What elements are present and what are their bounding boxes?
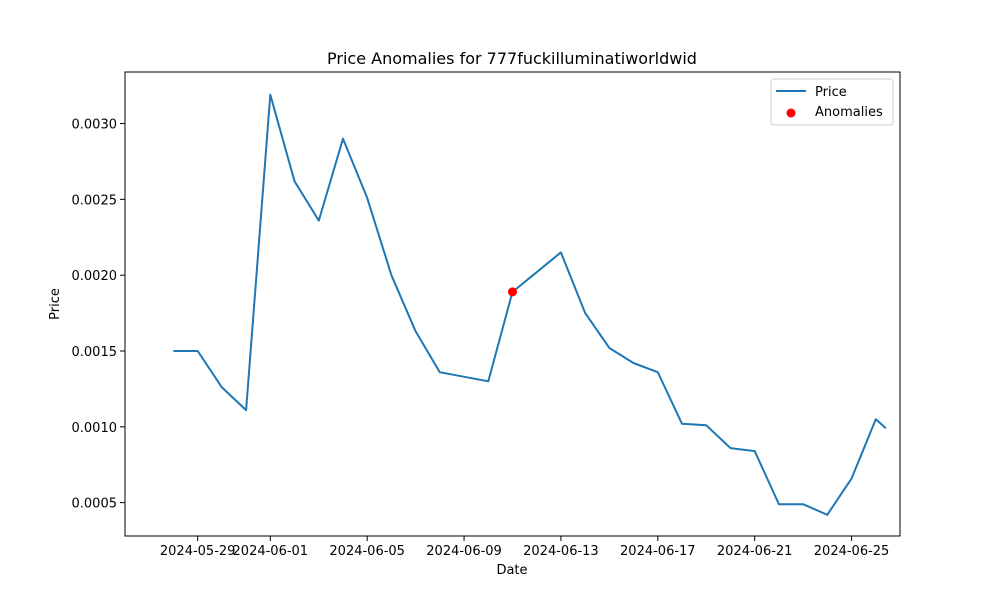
- x-tick-label: 2024-06-05: [329, 544, 405, 559]
- y-axis-label: Price: [48, 288, 63, 320]
- x-tick-label: 2024-06-09: [426, 544, 502, 559]
- x-tick-label: 2024-06-21: [717, 544, 793, 559]
- x-tick-label: 2024-05-29: [160, 544, 236, 559]
- y-tick-label: 0.0030: [72, 118, 118, 133]
- x-tick-label: 2024-06-13: [523, 544, 599, 559]
- legend-price-label: Price: [815, 85, 847, 100]
- y-axis-ticks: 0.0005 0.0010 0.0015 0.0020 0.0025 0.0030: [72, 118, 125, 512]
- y-tick-label: 0.0015: [72, 345, 118, 360]
- x-tick-label: 2024-06-25: [814, 544, 890, 559]
- price-line: [173, 93, 887, 516]
- x-axis-label: Date: [496, 563, 527, 578]
- y-tick-label: 0.0020: [72, 269, 118, 284]
- chart-title: Price Anomalies for 777fuckilluminatiwor…: [327, 49, 697, 68]
- legend-anomalies-swatch: [786, 108, 796, 118]
- legend: Price Anomalies: [770, 78, 894, 126]
- plot-series: [173, 93, 887, 516]
- y-tick-label: 0.0025: [72, 193, 118, 208]
- x-tick-label: 2024-06-01: [233, 544, 309, 559]
- y-tick-label: 0.0005: [72, 497, 118, 512]
- x-tick-label: 2024-06-17: [620, 544, 696, 559]
- y-tick-label: 0.0010: [72, 421, 118, 436]
- plot-frame: [124, 71, 901, 537]
- legend-anomalies-label: Anomalies: [815, 105, 883, 120]
- anomaly-point: [508, 287, 517, 297]
